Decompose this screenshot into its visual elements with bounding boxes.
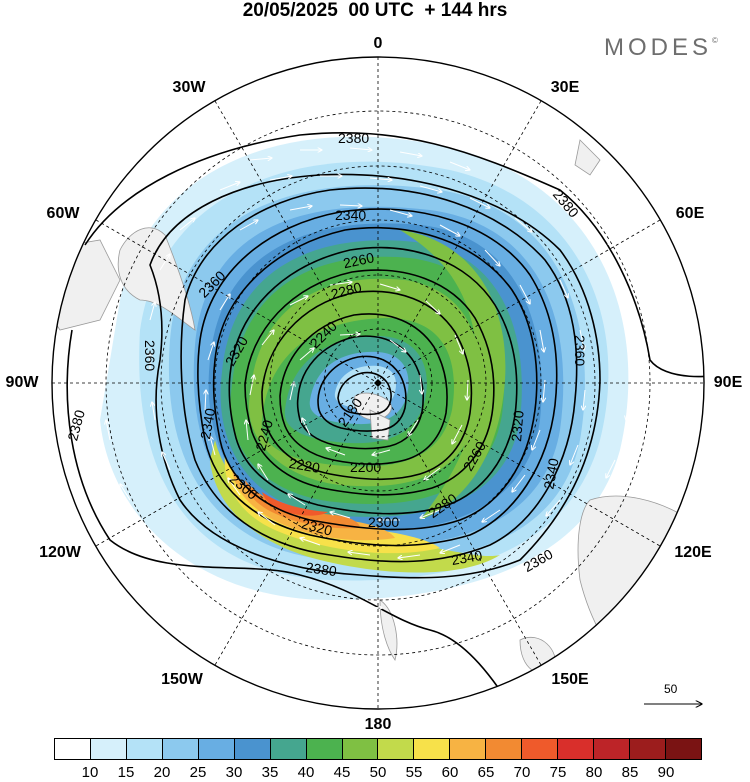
- colorbar-swatch: [234, 739, 271, 759]
- colorbar-swatch: [342, 739, 379, 759]
- colorbar-swatch: [522, 739, 559, 759]
- lon-label-30w: 30W: [172, 79, 206, 96]
- colorbar-label: 65: [477, 764, 495, 781]
- colorbar-label: 35: [261, 764, 279, 781]
- wind-reference-arrow: [644, 682, 710, 712]
- colorbar-swatch: [665, 739, 701, 759]
- colorbar-swatch: [630, 739, 666, 759]
- contour-label: 2340: [540, 457, 561, 491]
- lon-label-60e: 60E: [675, 205, 705, 222]
- graticule: [52, 57, 704, 709]
- contour-label: 2260: [342, 249, 376, 271]
- colorbar-label: 75: [549, 764, 567, 781]
- pole-marker: [374, 379, 382, 387]
- colorbar-label: 20: [153, 764, 171, 781]
- lon-label-150w: 150W: [161, 671, 203, 688]
- colorbar-swatch: [198, 739, 235, 759]
- lon-label-150e: 150E: [551, 671, 589, 688]
- colorbar-label: 60: [441, 764, 459, 781]
- colorbar-swatch: [55, 739, 91, 759]
- wind-reference-label: 50: [664, 682, 678, 696]
- colorbar-swatch: [378, 739, 415, 759]
- colorbar-swatch: [414, 739, 451, 759]
- colorbar-swatch: [126, 739, 163, 759]
- brand-text: MODES: [604, 34, 713, 61]
- contour-label: 2380: [305, 559, 338, 579]
- colorbar-label: 25: [189, 764, 207, 781]
- colorbar-swatch: [558, 739, 595, 759]
- map-disk: 2380 2380 2380 2380 2360 2360 2360 2360 …: [52, 57, 704, 709]
- colorbar-swatch: [270, 739, 307, 759]
- contour-label: 2240: [252, 418, 276, 452]
- brand-logo: MODES©: [604, 34, 718, 62]
- map-boundary: [51, 56, 705, 710]
- lon-label-90e: 90E: [713, 374, 743, 391]
- contour-label: 2340: [450, 547, 484, 568]
- contour-label: 2380: [338, 130, 369, 146]
- colorbar-label: 15: [117, 764, 135, 781]
- colorbar-label: 10: [81, 764, 99, 781]
- colorbar-label: 80: [585, 764, 603, 781]
- contour-label: 2380: [64, 408, 88, 442]
- lon-label-120e: 120E: [674, 544, 712, 561]
- colorbar-labels: 10 15 20 25 30 35 40 45 50 55 60 65 70 75 80 85 90: [54, 764, 702, 782]
- lon-label-30e: 30E: [550, 79, 580, 96]
- contour-label: 2300: [368, 514, 399, 530]
- lon-label-90w: 90W: [5, 374, 39, 391]
- lon-label-120w: 120W: [39, 544, 81, 561]
- copyright-mark: ©: [712, 36, 718, 45]
- height-contours: [66, 132, 704, 709]
- colorbar-label: 90: [657, 764, 675, 781]
- colorbar-label: 40: [297, 764, 315, 781]
- colorbar: [54, 738, 702, 760]
- map-title: 20/05/2025 00 UTC + 144 hrs: [242, 0, 508, 21]
- colorbar-label: 85: [621, 764, 639, 781]
- lon-label-180: 180: [364, 716, 392, 733]
- contour-label: 2200: [350, 459, 381, 475]
- colorbar-swatch: [594, 739, 630, 759]
- colorbar-swatch: [486, 739, 523, 759]
- contour-label: 2340: [197, 407, 218, 441]
- colorbar-label: 45: [333, 764, 351, 781]
- colorbar-label: 55: [405, 764, 423, 781]
- contour-label: 2280: [329, 279, 363, 303]
- colorbar-swatch: [90, 739, 127, 759]
- colorbar-label: 70: [513, 764, 531, 781]
- lon-label-60w: 60W: [46, 205, 80, 222]
- colorbar-label: 50: [369, 764, 387, 781]
- lon-label-0: 0: [373, 35, 383, 52]
- colorbar-swatch: [162, 739, 199, 759]
- contour-label: 2320: [300, 515, 334, 539]
- colorbar-label: 30: [225, 764, 243, 781]
- contour-label: 2360: [142, 340, 158, 371]
- colorbar-swatch: [450, 739, 487, 759]
- contour-label: 2220: [288, 455, 322, 476]
- colorbar-swatch: [306, 739, 343, 759]
- contour-label: 2320: [508, 410, 527, 443]
- wind-vectors: [100, 148, 632, 608]
- contour-label: 2340: [335, 207, 366, 223]
- contour-label: 2360: [572, 335, 588, 366]
